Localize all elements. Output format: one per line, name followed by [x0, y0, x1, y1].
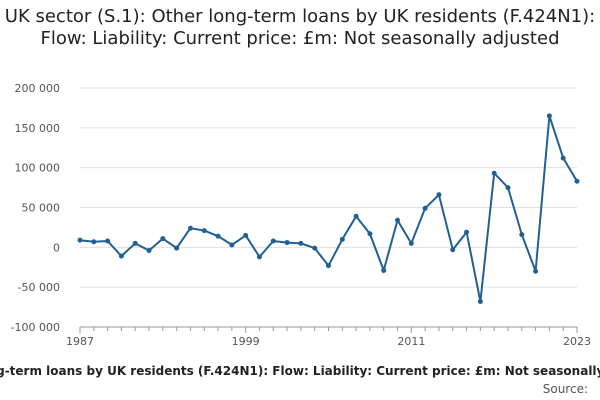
data-point[interactable]	[450, 247, 456, 253]
data-point[interactable]	[381, 267, 387, 273]
data-point[interactable]	[118, 253, 124, 259]
data-point[interactable]	[464, 229, 470, 235]
data-point[interactable]	[77, 237, 83, 243]
data-point[interactable]	[408, 240, 414, 246]
data-point[interactable]	[132, 240, 138, 246]
y-tick-label: -50 000	[18, 281, 60, 294]
data-point[interactable]	[326, 263, 331, 269]
data-point[interactable]	[353, 213, 359, 219]
data-point[interactable]	[519, 232, 525, 238]
y-tick-label: 200 000	[15, 82, 61, 95]
data-point[interactable]	[91, 239, 97, 245]
data-point[interactable]	[395, 217, 401, 223]
y-axis-ticks: -100 000 -50 000 0 50 000 100 000 150 000 200 …	[11, 82, 60, 334]
data-point[interactable]	[477, 299, 483, 305]
y-tick-label: 50 000	[22, 202, 61, 215]
data-point[interactable]	[215, 233, 221, 239]
data-point[interactable]	[422, 205, 428, 211]
data-point[interactable]	[174, 245, 180, 251]
data-point[interactable]	[339, 236, 345, 242]
data-point[interactable]	[436, 192, 442, 198]
x-tick-label: 2023	[563, 335, 591, 348]
data-point[interactable]	[160, 236, 166, 242]
y-tick-label: -100 000	[11, 321, 60, 334]
y-tick-label: 0	[53, 241, 60, 254]
series-line	[79, 115, 578, 302]
data-point[interactable]	[574, 178, 580, 184]
data-point[interactable]	[284, 240, 290, 246]
data-point[interactable]	[546, 113, 552, 119]
data-point[interactable]	[298, 240, 304, 246]
x-tick-label: 1987	[66, 335, 94, 348]
x-axis-label: Other long-term loans by UK residents (F…	[0, 364, 600, 378]
data-point[interactable]	[560, 155, 566, 161]
chart-title: UK sector (S.1): Other long-term loans b…	[4, 6, 596, 49]
data-point[interactable]	[491, 170, 497, 176]
data-point[interactable]	[505, 185, 511, 191]
data-point[interactable]	[146, 248, 152, 254]
data-point[interactable]	[256, 254, 262, 260]
data-points	[77, 113, 580, 305]
data-point[interactable]	[187, 225, 193, 231]
data-point[interactable]	[533, 268, 539, 274]
data-point[interactable]	[367, 231, 373, 237]
data-point[interactable]	[312, 245, 318, 251]
data-point[interactable]	[243, 232, 249, 238]
source-label: Source:	[543, 382, 588, 396]
x-axis-ticks: 1987 1999 2011 2023	[66, 327, 591, 348]
data-point[interactable]	[229, 242, 235, 248]
y-tick-label: 150 000	[15, 122, 61, 135]
y-tick-label: 100 000	[15, 162, 61, 175]
data-point[interactable]	[270, 238, 276, 244]
x-tick-label: 1999	[232, 335, 260, 348]
data-point[interactable]	[105, 238, 111, 244]
x-tick-label: 2011	[397, 335, 425, 348]
data-point[interactable]	[201, 228, 207, 234]
grid-lines	[80, 87, 577, 328]
